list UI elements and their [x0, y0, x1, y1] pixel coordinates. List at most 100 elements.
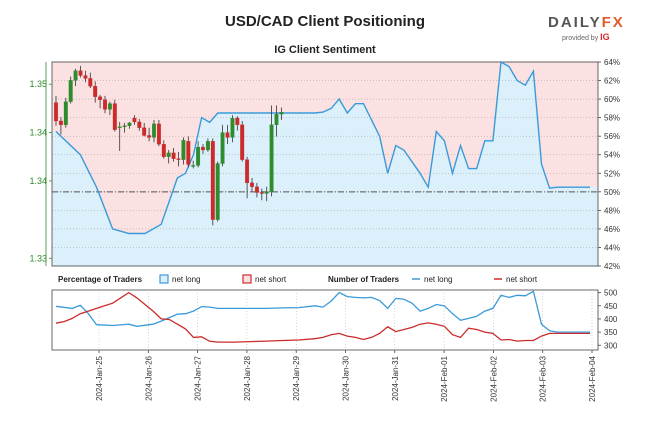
candle [58, 117, 63, 135]
candle-body [88, 78, 93, 87]
candle-body [161, 144, 166, 157]
candle-body [186, 141, 191, 165]
candle-body [250, 182, 254, 187]
legend-pct-title: Percentage of Traders [58, 275, 143, 284]
candle [171, 148, 176, 162]
candle [137, 119, 142, 131]
right-tick-label: 62% [604, 77, 620, 86]
candle [210, 138, 215, 226]
left-price-axis: 1.33 1.34 1.34 1.35 [29, 62, 52, 266]
candle-body [142, 127, 147, 136]
candle [98, 94, 103, 109]
candle [259, 188, 264, 201]
candle-body [201, 146, 205, 151]
logo-provided: provided by [562, 35, 599, 42]
right-tick-label: 58% [604, 114, 620, 123]
candle [215, 161, 220, 222]
candle-body [68, 80, 73, 102]
candle-body [107, 103, 112, 110]
candle-body [152, 123, 156, 138]
candle [142, 122, 147, 137]
price-sentiment-panel: 1.33 1.34 1.34 1.35 42% 44% 46% 48% 50% 52% 54% 56%… [29, 58, 620, 271]
candle-body [132, 117, 137, 123]
candle [152, 120, 156, 143]
candle [132, 115, 137, 125]
candle-body [54, 102, 58, 122]
candle [83, 70, 88, 83]
candle [250, 178, 254, 192]
net-short-area [52, 62, 598, 234]
candle [220, 124, 225, 167]
right-tick-label: 48% [604, 206, 620, 215]
bottom-y-tick-label: 500 [604, 289, 618, 298]
candle-body [98, 96, 103, 100]
candle [196, 141, 201, 168]
candle-body [274, 114, 279, 125]
candle-body [156, 123, 161, 145]
candle-body [171, 152, 176, 159]
bottom-y-tick-label: 350 [604, 328, 618, 337]
candle-body [83, 75, 88, 79]
candle [93, 81, 98, 103]
candle [205, 138, 210, 152]
candle [274, 105, 279, 137]
right-pct-axis: 42% 44% 46% 48% 50% 52% 54% 56% 58% 60% 62% 64% [598, 58, 620, 271]
bottom-y-tick-label: 300 [604, 341, 618, 350]
candle [181, 137, 186, 165]
candle [78, 65, 83, 78]
candle [73, 68, 78, 87]
candle-body [103, 99, 107, 110]
candle-body [191, 165, 196, 167]
legend-num-title: Number of Traders [328, 275, 400, 284]
candle [254, 182, 259, 198]
candle [88, 72, 93, 89]
candle-body [196, 146, 201, 166]
candle-body [279, 112, 284, 115]
candle [147, 127, 152, 142]
legend-pct-short: net short [255, 275, 287, 284]
legend-long-swatch [159, 274, 169, 284]
candle-body [245, 159, 250, 184]
legend-pct-long: net long [172, 275, 200, 284]
candle-body [147, 135, 152, 138]
chart-subtitle: IG Client Sentiment [274, 44, 376, 56]
right-tick-label: 64% [604, 58, 620, 67]
left-tick-label: 1.35 [29, 79, 47, 89]
candle-body [73, 70, 78, 81]
candle [240, 120, 245, 162]
candle-body [127, 122, 132, 126]
candle-body [63, 101, 68, 125]
legend: Percentage of Traders net long net short Nu… [58, 274, 538, 284]
candle [63, 97, 68, 128]
x-tick-label: 2024-Jan-31 [391, 355, 400, 400]
candle [107, 101, 112, 116]
candle-body [230, 117, 235, 138]
candle-body [122, 125, 127, 127]
candle-body [117, 126, 122, 128]
price-panel-frame [51, 61, 599, 267]
left-tick-label: 1.33 [29, 253, 47, 263]
x-tick-label: 2024-Feb-02 [489, 355, 498, 401]
bottom-y-tick-label: 450 [604, 302, 618, 311]
candle [68, 76, 73, 104]
candle-body [269, 124, 274, 192]
candle [245, 156, 250, 199]
net-long-count-line [55, 290, 590, 333]
chart-title: USD/CAD Client Positioning [225, 13, 425, 30]
logo-accent: FX [601, 14, 625, 31]
candle-body [254, 186, 259, 193]
candle-body [78, 70, 83, 76]
x-tick-label: 2024-Jan-26 [144, 355, 153, 400]
x-tick-label: 2024-Feb-04 [588, 355, 597, 401]
candle [112, 99, 117, 132]
candle [127, 121, 132, 129]
bottom-y-tick-label: 400 [604, 315, 618, 324]
left-tick-label: 1.34 [29, 176, 47, 186]
legend-num-short: net short [506, 275, 538, 284]
candle [186, 136, 191, 168]
right-tick-label: 54% [604, 151, 620, 160]
candle-body [166, 152, 171, 157]
candle-body [176, 158, 181, 160]
candle [235, 116, 240, 131]
candle-body [215, 163, 220, 220]
